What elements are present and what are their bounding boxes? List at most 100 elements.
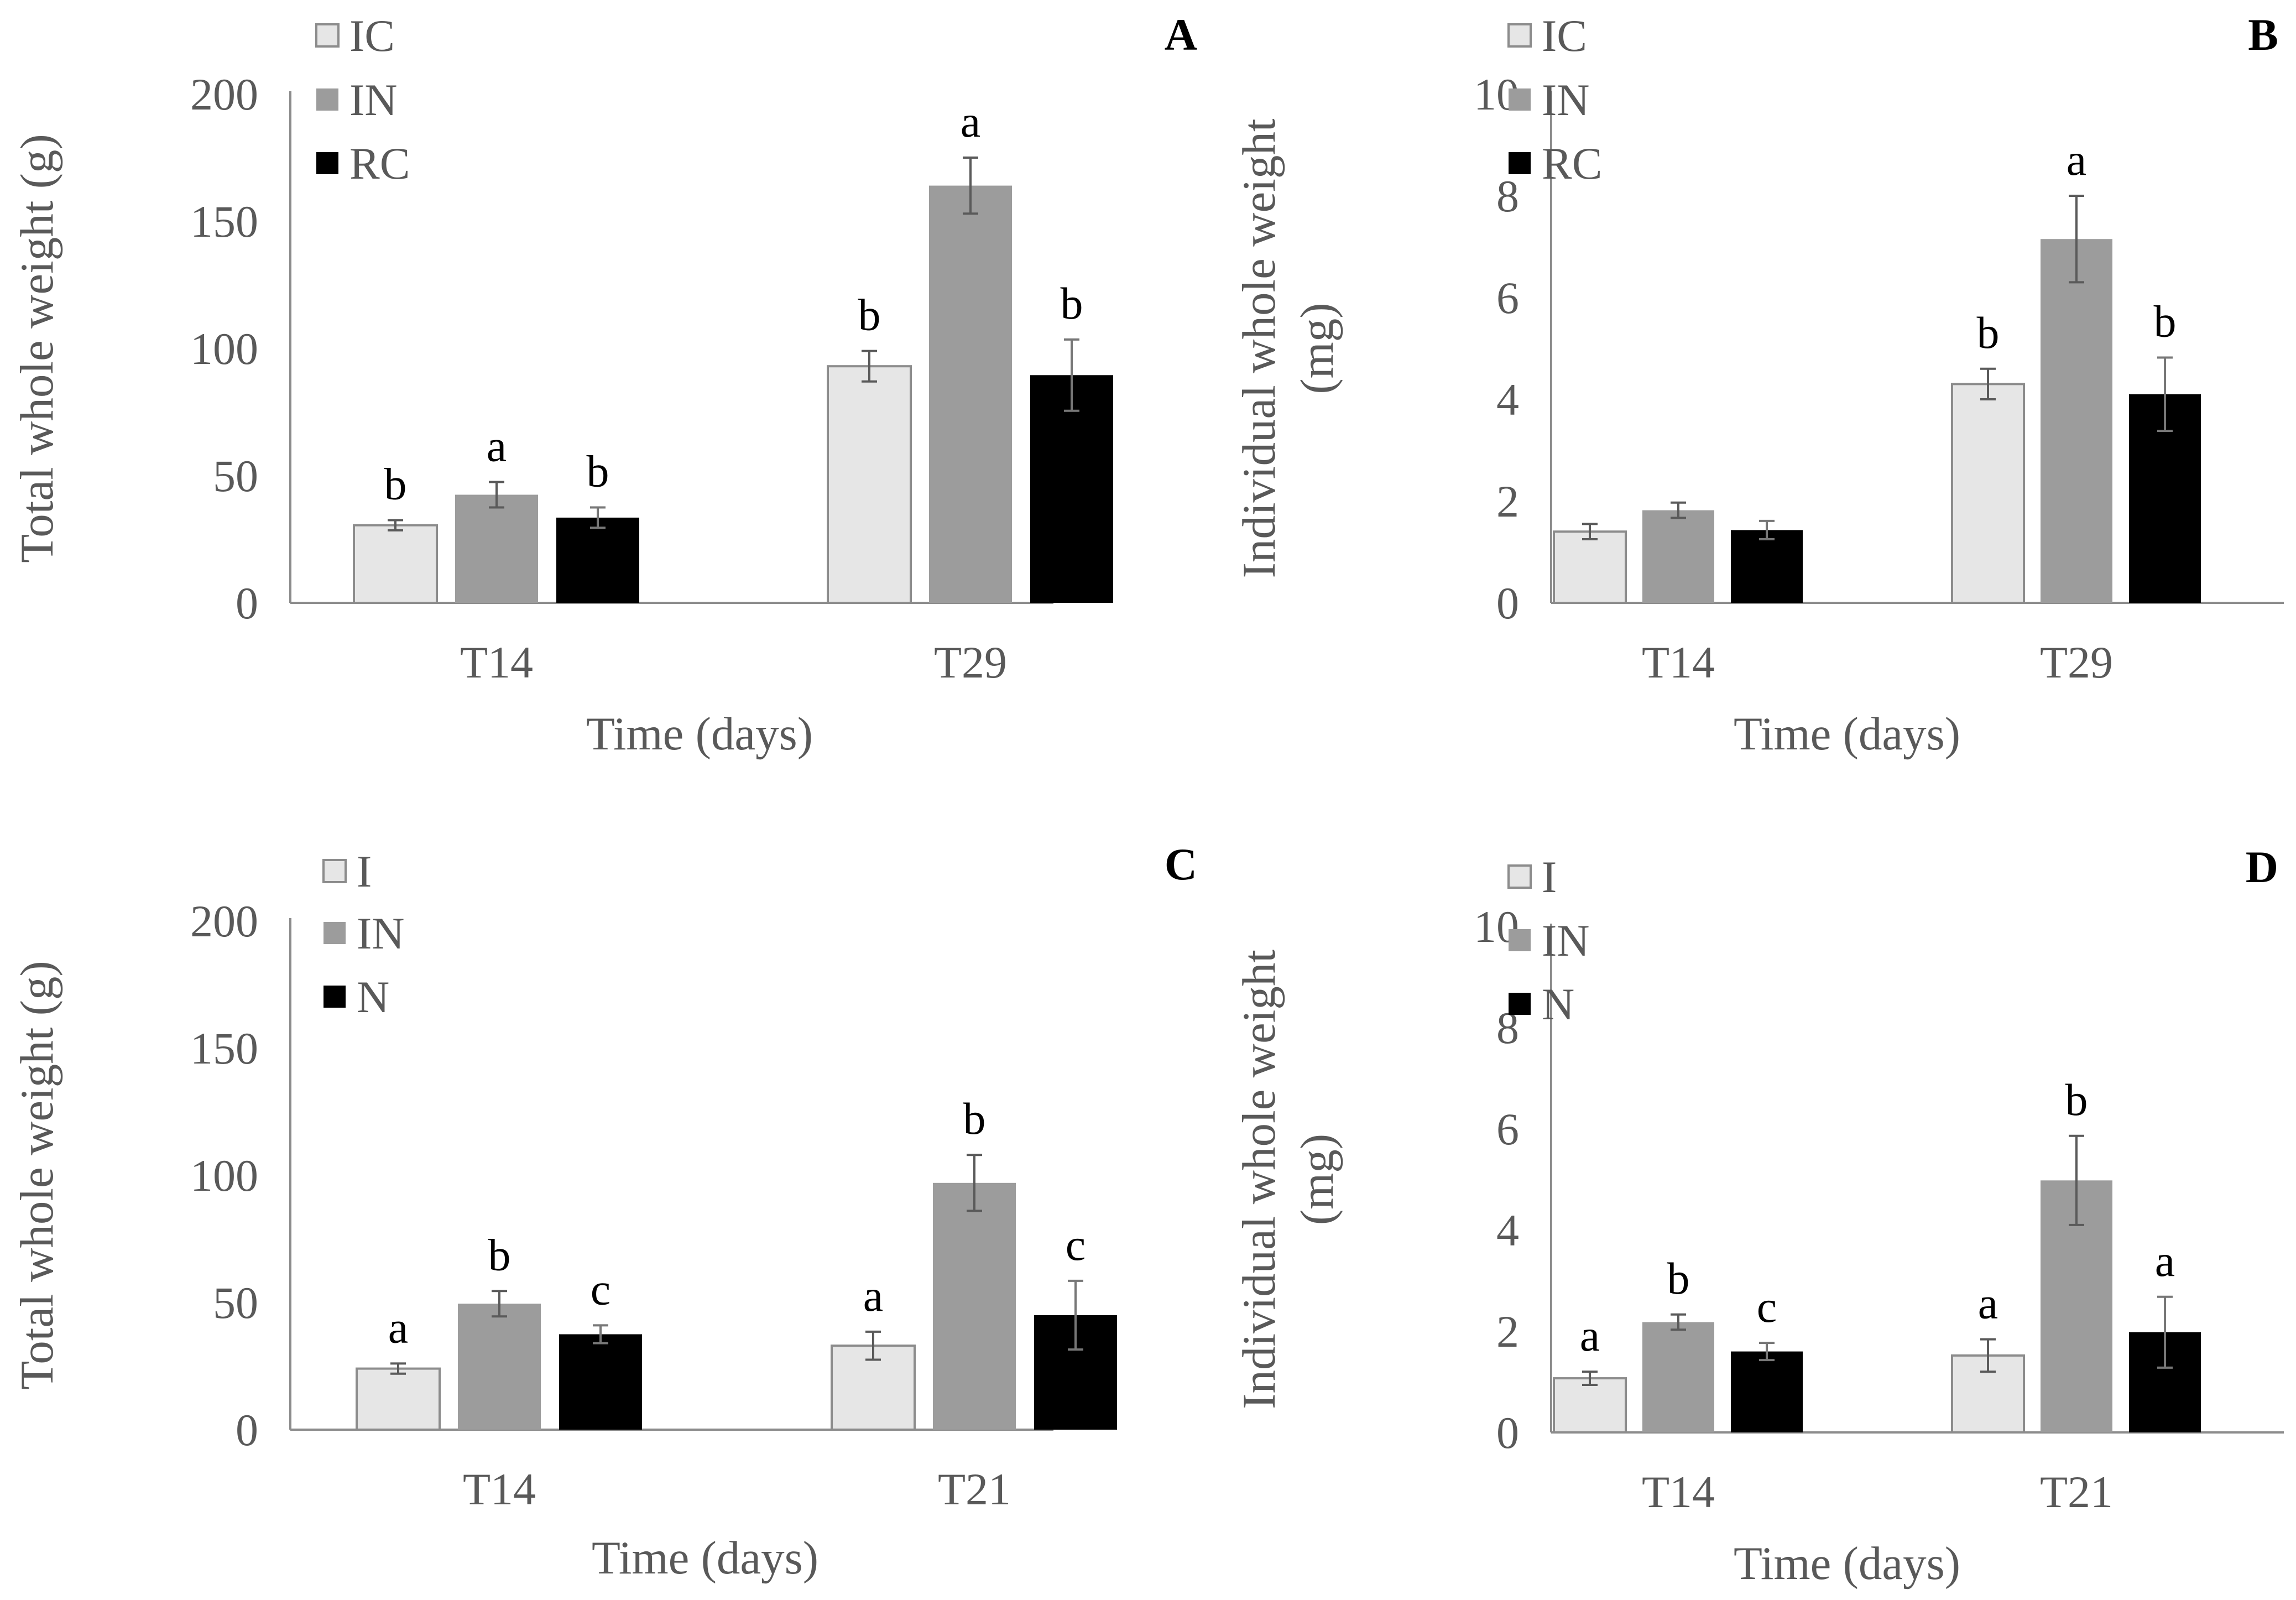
legend-swatch-ic — [1507, 23, 1532, 48]
bar-i-t14 — [1553, 1377, 1627, 1434]
x-axis-title: Time (days) — [1734, 1538, 1960, 1589]
legend-swatch-rc — [1509, 152, 1531, 174]
x-category-label: T29 — [934, 637, 1007, 687]
x-category-label: T14 — [463, 1464, 536, 1514]
legend-label-i: I — [357, 846, 372, 897]
y-tick-label: 2 — [1496, 476, 1519, 527]
legend-label-rc: RC — [1542, 138, 1602, 189]
legend-label-in: IN — [357, 908, 405, 958]
significance-label: a — [2067, 134, 2086, 185]
legend-swatch-in — [1509, 88, 1531, 111]
panel-letter: B — [2248, 9, 2278, 60]
bar-i-t21 — [1951, 1354, 2025, 1434]
panel-a: 0 50 100 150 200 b b a a b b T14 T29 Time (days) Total… — [11, 9, 1197, 760]
x-category-label: T21 — [938, 1464, 1011, 1514]
y-tick-label: 200 — [190, 896, 258, 946]
bar-in-t14 — [458, 1304, 541, 1430]
y-tick-label: 100 — [190, 1150, 258, 1201]
legend-swatch-in — [323, 922, 346, 944]
legend-swatch-i — [1507, 864, 1532, 889]
y-tick-label: 100 — [190, 324, 258, 374]
bar-n-t14 — [1731, 1351, 1803, 1432]
legend-label-rc: RC — [349, 138, 410, 189]
legend-label-n: N — [1542, 979, 1574, 1029]
y-tick-label: 0 — [1496, 578, 1519, 628]
y-tick-label: 4 — [1496, 1205, 1519, 1255]
significance-label: a — [961, 96, 980, 147]
legend-label-n: N — [357, 972, 389, 1022]
legend-swatch-rc — [316, 152, 338, 174]
y-tick-label: 8 — [1496, 171, 1519, 221]
bar-ic-t29 — [827, 365, 912, 604]
significance-label: b — [2065, 1075, 2088, 1125]
significance-label: b — [2154, 296, 2177, 347]
bar-ic-t14 — [353, 524, 438, 604]
legend-label-in: IN — [349, 75, 398, 125]
significance-label: b — [858, 290, 881, 340]
significance-label: a — [2155, 1236, 2175, 1286]
y-tick-label: 4 — [1496, 374, 1519, 425]
bar-in-t14 — [1642, 510, 1714, 603]
legend-label-ic: IC — [349, 11, 395, 61]
panel-letter: A — [1165, 9, 1197, 60]
bar-in-t29 — [929, 185, 1012, 603]
legend-swatch-ic — [315, 23, 340, 48]
legend-swatch-in — [1509, 929, 1531, 951]
significance-label: a — [1580, 1310, 1600, 1361]
legend-label-i: I — [1542, 852, 1557, 902]
y-axis-title: Total whole weight (g) — [11, 961, 63, 1389]
y-axis-title: Individual whole weight — [1233, 118, 1285, 578]
x-category-label: T14 — [460, 637, 533, 687]
y-axis-title: Individual whole weight — [1233, 950, 1285, 1409]
bar-ic-t29 — [1951, 383, 2025, 604]
bar-n-t14 — [559, 1334, 642, 1430]
x-category-label: T29 — [2040, 637, 2113, 687]
y-tick-label: 0 — [236, 1405, 258, 1455]
x-category-label: T14 — [1642, 1467, 1715, 1517]
bar-rc-t14 — [556, 517, 639, 603]
y-tick-label: 150 — [190, 196, 258, 247]
bar-ic-t14 — [1553, 530, 1627, 604]
significance-label: c — [591, 1264, 610, 1314]
bar-in-t14 — [1642, 1322, 1714, 1432]
y-tick-label: 0 — [236, 578, 258, 628]
bar-rc-t14 — [1731, 530, 1803, 603]
bar-i-t14 — [356, 1367, 441, 1431]
x-category-label: T21 — [2040, 1467, 2113, 1517]
x-category-label: T14 — [1642, 637, 1715, 687]
significance-label: b — [1667, 1253, 1690, 1304]
significance-label: c — [1066, 1219, 1086, 1270]
significance-label: c — [1757, 1281, 1777, 1332]
y-axis-title: (mg) — [1291, 303, 1343, 394]
significance-label: a — [388, 1302, 408, 1352]
bar-i-t21 — [831, 1344, 916, 1431]
significance-label: a — [863, 1270, 883, 1321]
significance-label: b — [1061, 278, 1083, 329]
y-tick-label: 150 — [190, 1023, 258, 1073]
y-tick-label: 50 — [213, 1278, 258, 1328]
y-tick-label: 6 — [1496, 1104, 1519, 1154]
bar-in-t21 — [933, 1182, 1016, 1430]
y-tick-label: 200 — [190, 69, 258, 119]
y-tick-label: 50 — [213, 451, 258, 501]
y-tick-label: 2 — [1496, 1306, 1519, 1357]
significance-label: a — [1978, 1278, 1998, 1328]
bar-rc-t29 — [1030, 375, 1113, 603]
x-axis-title: Time (days) — [586, 708, 813, 760]
legend-swatch-i — [322, 859, 347, 883]
panel-c: 0 50 100 150 200 a a b b c c T14 T21 Time (days) Total… — [11, 839, 1197, 1584]
y-tick-label: 6 — [1496, 273, 1519, 323]
bar-in-t29 — [2041, 239, 2112, 603]
significance-label: b — [488, 1229, 511, 1280]
x-axis-title: Time (days) — [592, 1532, 818, 1584]
legend-label-in: IN — [1542, 75, 1590, 125]
bar-in-t14 — [455, 494, 538, 603]
panel-letter: D — [2246, 842, 2278, 892]
legend-swatch-in — [316, 88, 338, 111]
significance-label: a — [487, 421, 507, 471]
panel-letter: C — [1165, 839, 1197, 889]
y-axis-title: Total whole weight (g) — [11, 134, 63, 562]
